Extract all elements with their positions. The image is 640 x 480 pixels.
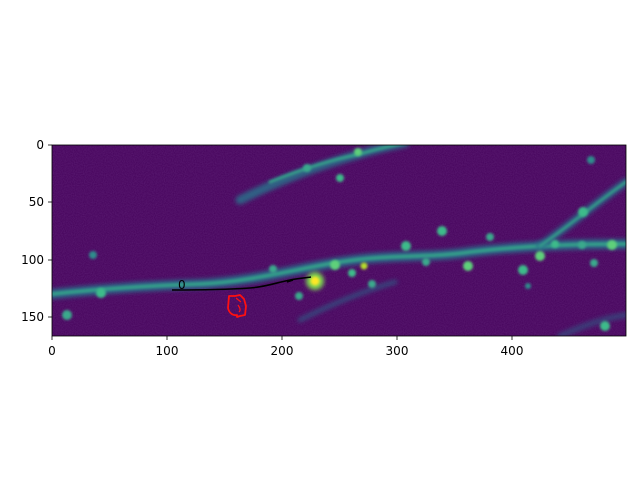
y-tick-label: 50: [29, 195, 44, 209]
spine: [62, 310, 72, 320]
x-tick-label: 300: [386, 344, 409, 358]
y-axis: 0 50 100 150: [21, 138, 52, 324]
spine: [607, 240, 617, 250]
spine: [578, 241, 586, 249]
dendrite-image: [52, 145, 626, 336]
spine: [535, 251, 545, 261]
spine: [463, 261, 473, 271]
y-tick-label: 150: [21, 310, 44, 324]
spine: [303, 164, 311, 172]
lower-branch: [297, 279, 398, 323]
lower-right-branch: [557, 312, 626, 336]
y-tick-label: 100: [21, 253, 44, 267]
spine: [587, 156, 595, 164]
spine: [336, 174, 344, 182]
spine: [437, 226, 447, 236]
spine: [578, 207, 588, 217]
spine: [368, 280, 376, 288]
hotspot-secondary: [360, 262, 368, 270]
spine: [518, 265, 528, 275]
spine: [486, 233, 494, 241]
x-tick-label: 0: [48, 344, 56, 358]
axes-frame: [51, 144, 627, 337]
x-axis: 0 100 200 300 400: [48, 336, 523, 358]
spine: [422, 258, 430, 266]
spine: [330, 260, 340, 270]
spine: [96, 288, 106, 298]
image-noise: [52, 145, 626, 336]
spine: [551, 240, 559, 248]
spine: [89, 251, 97, 259]
red-roi-inner: [235, 297, 242, 313]
spine: [590, 259, 598, 267]
main-dendrite: [52, 242, 626, 296]
hotspot-core: [310, 276, 320, 286]
dendrite-branches: [52, 145, 626, 336]
spine: [354, 148, 362, 156]
spine: [600, 321, 610, 331]
spine: [295, 292, 303, 300]
x-tick-label: 100: [156, 344, 179, 358]
red-roi-outline: [227, 294, 247, 318]
y-tick-label: 0: [36, 138, 44, 152]
spine: [269, 265, 277, 273]
tracing-line: [171, 276, 312, 291]
dendritic-spines: [62, 148, 617, 331]
spine: [401, 241, 411, 251]
tracing-line-end: [286, 279, 294, 283]
spine: [525, 283, 531, 289]
trace-label: 0: [178, 278, 186, 292]
x-tick-label: 400: [501, 344, 524, 358]
spine: [348, 269, 356, 277]
x-tick-label: 200: [271, 344, 294, 358]
